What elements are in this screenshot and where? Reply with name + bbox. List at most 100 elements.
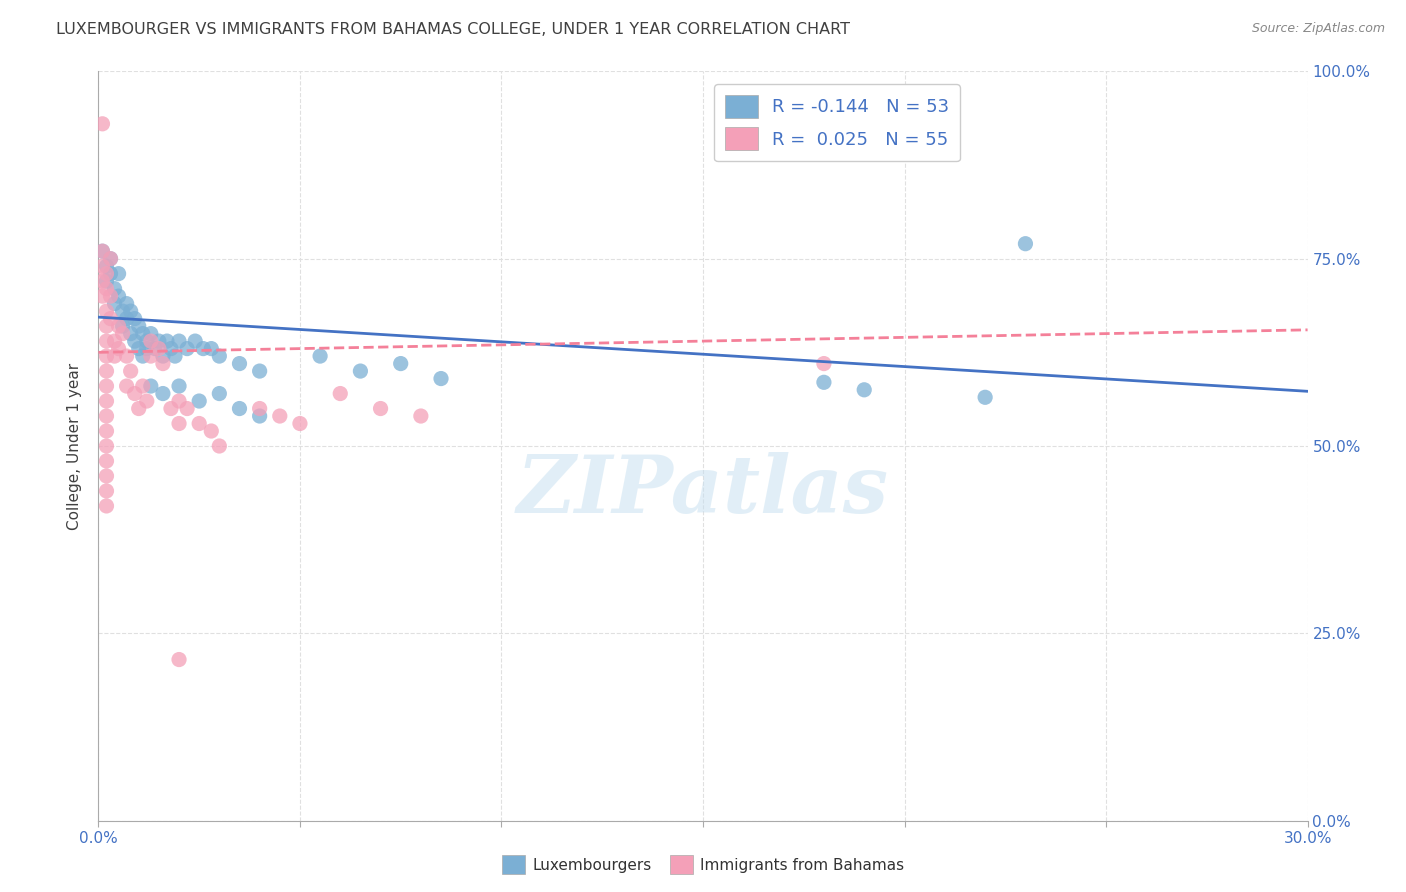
Point [188,394,211,409]
Point [148,342,170,356]
Point [249,364,271,378]
Point [107,289,129,303]
Text: LUXEMBOURGER VS IMMIGRANTS FROM BAHAMAS COLLEGE, UNDER 1 YEAR CORRELATION CHART: LUXEMBOURGER VS IMMIGRANTS FROM BAHAMAS … [56,22,851,37]
Point [208,439,231,453]
Point [139,334,162,348]
Point [107,319,129,334]
Point [249,409,271,423]
Point [91,274,114,288]
Point [208,349,231,363]
Point [100,252,122,266]
Point [120,364,142,378]
Point [91,244,114,259]
Point [139,349,162,363]
Point [96,424,118,438]
Point [96,483,118,498]
Point [111,326,134,341]
Point [167,652,190,666]
Point [120,326,142,341]
Point [135,334,157,348]
Point [193,342,215,356]
Point [228,401,250,416]
Point [120,304,142,318]
Point [167,379,190,393]
Point [96,379,118,393]
Point [389,357,412,371]
Point [853,383,876,397]
Point [974,390,997,404]
Point [139,379,162,393]
Point [160,401,183,416]
Point [309,349,332,363]
Point [188,417,211,431]
Point [160,342,183,356]
Point [100,252,122,266]
Point [103,282,125,296]
Point [135,342,157,356]
Text: ZIPatlas: ZIPatlas [517,452,889,530]
Y-axis label: College, Under 1 year: College, Under 1 year [67,362,83,530]
Point [91,117,114,131]
Point [128,319,150,334]
Legend: R = -0.144   N = 53, R =  0.025   N = 55: R = -0.144 N = 53, R = 0.025 N = 55 [714,84,960,161]
Point [124,334,146,348]
Point [96,334,118,348]
Point [139,326,162,341]
Point [107,342,129,356]
Point [349,364,371,378]
Point [370,401,392,416]
Point [128,401,150,416]
Point [91,289,114,303]
Point [96,469,118,483]
Point [152,349,174,363]
Point [103,334,125,348]
Point [200,424,222,438]
Point [200,342,222,356]
Point [103,296,125,310]
Point [100,311,122,326]
Point [813,357,835,371]
Point [288,417,311,431]
Point [96,394,118,409]
Point [107,267,129,281]
Point [115,349,138,363]
Point [135,394,157,409]
Point [152,357,174,371]
Point [143,342,166,356]
Point [249,401,271,416]
Point [152,386,174,401]
Point [96,282,118,296]
Point [132,349,155,363]
Point [96,319,118,334]
Point [103,349,125,363]
Point [96,267,118,281]
Point [115,311,138,326]
Point [176,401,198,416]
Point [269,409,291,423]
Point [148,334,170,348]
Point [329,386,352,401]
Point [208,386,231,401]
Legend: Luxembourgers, Immigrants from Bahamas: Luxembourgers, Immigrants from Bahamas [495,849,911,880]
Point [96,304,118,318]
Point [156,334,179,348]
Point [91,259,114,273]
Point [163,349,186,363]
Point [430,371,453,385]
Point [91,244,114,259]
Point [228,357,250,371]
Point [96,409,118,423]
Point [96,454,118,468]
Point [132,379,155,393]
Point [184,334,207,348]
Point [96,274,118,288]
Point [167,417,190,431]
Point [176,342,198,356]
Point [96,259,118,273]
Point [96,364,118,378]
Point [96,349,118,363]
Point [409,409,432,423]
Point [115,379,138,393]
Point [1014,236,1036,251]
Text: Source: ZipAtlas.com: Source: ZipAtlas.com [1251,22,1385,36]
